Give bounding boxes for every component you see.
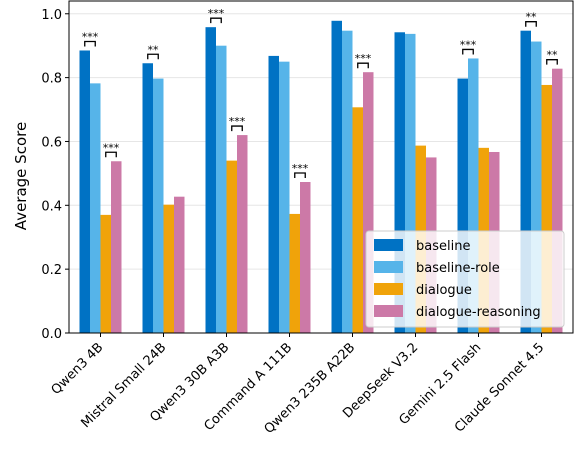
legend-swatch <box>374 283 403 295</box>
significance-label: *** <box>208 7 225 20</box>
significance-bracket <box>231 125 243 132</box>
bar-baseline <box>520 30 531 333</box>
significance-label: *** <box>460 38 477 51</box>
significance-bracket <box>147 53 159 60</box>
bar-dialogue-reasoning <box>363 72 374 333</box>
y-tick-label: 1.0 <box>41 8 62 23</box>
legend-label: baseline-role <box>416 261 500 276</box>
legend: baseline baseline-role dialogue dialogue-re… <box>365 230 565 328</box>
bar-dialogue-reasoning <box>111 161 122 333</box>
y-axis-label: Average Score <box>12 122 30 230</box>
significance-label: ** <box>148 43 160 56</box>
significance-bracket <box>294 172 306 179</box>
significance-label: *** <box>292 162 309 175</box>
significance-bracket <box>525 21 537 27</box>
bar-dialogue <box>163 204 174 333</box>
y-tick-label: 0.0 <box>41 327 62 342</box>
significance-bracket <box>210 17 222 24</box>
bar-dialogue <box>541 84 552 333</box>
legend-swatch <box>374 261 403 273</box>
significance-label: *** <box>82 30 99 43</box>
significance-label: *** <box>103 141 120 154</box>
bar-baseline <box>394 32 405 334</box>
y-axis: 0.0 0.2 0.4 0.6 0.8 1.0 <box>41 8 69 342</box>
bar-baseline <box>331 20 342 334</box>
bar-baseline <box>79 50 90 333</box>
y-tick-label: 0.8 <box>41 72 62 87</box>
significance-bracket <box>84 40 96 47</box>
bar-dialogue-reasoning <box>237 135 248 333</box>
legend-label: baseline <box>416 239 470 254</box>
significance-bracket <box>546 59 558 65</box>
bar-baseline <box>205 27 216 334</box>
significance-annotations: *************************** <box>82 7 559 179</box>
bar-baseline-role <box>90 83 101 333</box>
y-tick-label: 0.4 <box>41 199 62 214</box>
bar-dialogue <box>100 214 111 333</box>
significance-bracket <box>462 48 474 55</box>
bar-baseline-role <box>468 58 479 333</box>
significance-label: *** <box>355 52 372 65</box>
y-tick-label: 0.2 <box>41 263 62 278</box>
legend-swatch <box>374 305 403 317</box>
x-tick-label: Qwen3 4B <box>49 340 107 398</box>
bar-baseline-role <box>216 45 227 333</box>
legend-label: dialogue-reasoning <box>416 305 541 320</box>
significance-label: ** <box>526 11 538 24</box>
legend-swatch <box>374 239 403 251</box>
significance-label: ** <box>547 49 559 62</box>
bar-baseline-role <box>342 30 353 333</box>
bar-baseline <box>142 63 153 333</box>
legend-label: dialogue <box>416 283 472 298</box>
plot-frame <box>68 0 574 334</box>
bar-dialogue-reasoning <box>174 196 185 333</box>
bar-dialogue <box>226 160 237 333</box>
significance-bracket <box>105 151 117 158</box>
bar-baseline <box>268 55 279 334</box>
bar-dialogue-reasoning <box>552 68 563 333</box>
significance-label: *** <box>229 115 246 128</box>
legend-box <box>365 230 565 328</box>
bar-baseline-role <box>153 78 164 333</box>
bar-baseline <box>457 78 468 333</box>
significance-bracket <box>357 62 369 69</box>
bar-baseline-role <box>405 33 416 333</box>
y-tick-label: 0.6 <box>41 135 62 150</box>
bar-baseline-role <box>279 61 290 334</box>
bar-dialogue-reasoning <box>300 182 311 333</box>
bar-baseline-role <box>531 41 542 334</box>
bar-dialogue <box>289 213 300 333</box>
bar-dialogue <box>352 107 363 333</box>
